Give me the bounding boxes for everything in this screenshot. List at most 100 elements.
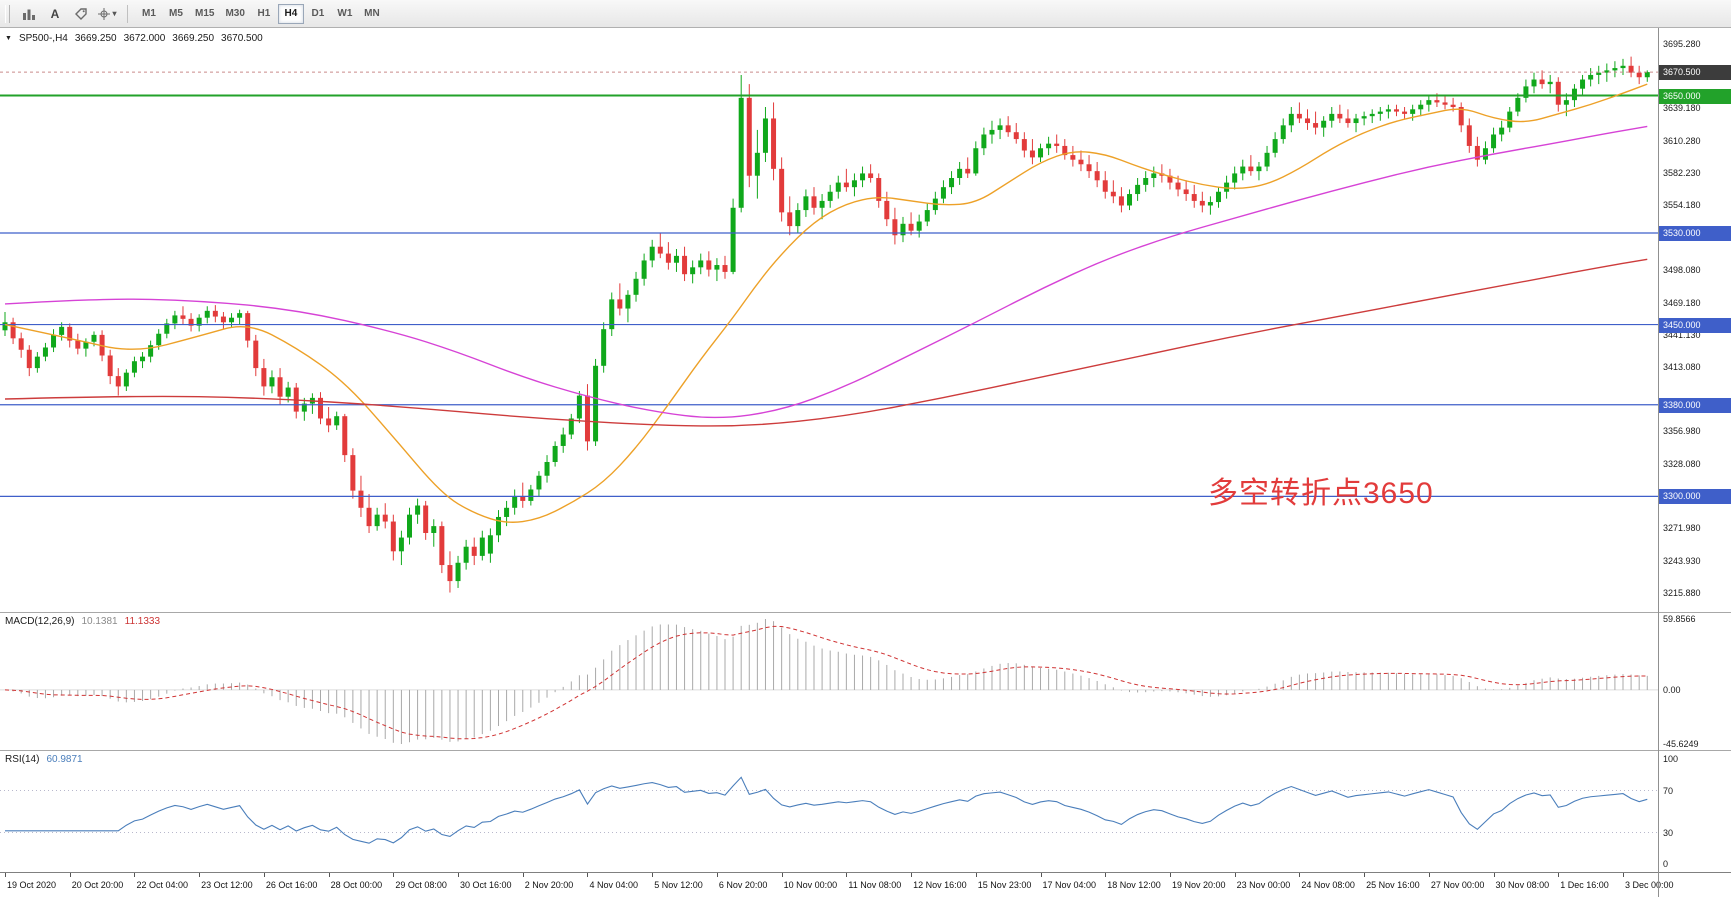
price-tick-label: 3356.980 (1663, 426, 1701, 437)
price-tick-label: 3554.180 (1663, 200, 1701, 211)
rsi-axis[interactable]: 100 70 30 0 (1658, 751, 1731, 872)
time-tick (458, 873, 460, 877)
rsi-name: RSI(14) (5, 754, 40, 765)
rsi-panel-separator[interactable] (0, 750, 1731, 751)
price-level-box: 3670.500 (1658, 65, 1731, 81)
macd-main-value: 10.1381 (81, 616, 118, 627)
macd-axis[interactable]: 59.8566 0.00 -45.6249 (1658, 613, 1731, 750)
rsi-value: 60.9871 (46, 754, 83, 765)
bar-chart-icon (23, 9, 35, 20)
rsi-tick-label: 70 (1663, 785, 1674, 796)
price-level-box: 3650.000 (1658, 88, 1731, 104)
time-tick (1364, 873, 1366, 877)
price-level-box: 3530.000 (1658, 225, 1731, 241)
time-tick (1234, 873, 1236, 877)
text-tool-button[interactable]: A (43, 3, 67, 24)
price-tick-label: 3498.080 (1663, 264, 1701, 275)
price-tick-label: 3413.080 (1663, 361, 1701, 372)
macd-tick-label: -45.6249 (1663, 739, 1699, 749)
time-tick (328, 873, 330, 877)
time-label: 23 Oct 12:00 (201, 880, 253, 890)
main-chart-plot[interactable] (0, 28, 1658, 612)
ohlc-close: 3670.500 (221, 33, 263, 44)
rsi-panel[interactable]: RSI(14) 60.9871 (0, 751, 1658, 872)
price-tick-label: 3469.180 (1663, 297, 1701, 308)
time-label: 19 Oct 2020 (7, 880, 57, 890)
price-tick-label: 3215.880 (1663, 587, 1701, 598)
timeframe-h1[interactable]: H1 (251, 4, 277, 24)
time-tick (393, 873, 395, 877)
chevron-down-icon: ▾ (112, 9, 117, 18)
ohlc-low: 3669.250 (172, 33, 215, 44)
rsi-plot[interactable] (0, 751, 1658, 872)
rsi-label: RSI(14) 60.9871 (5, 754, 83, 765)
macd-panel[interactable]: MACD(12,26,9) 10.1381 11.1333 (0, 613, 1658, 750)
timeframe-m5[interactable]: M5 (163, 4, 189, 24)
timeframe-m15[interactable]: M15 (190, 4, 219, 24)
timeframe-w1[interactable]: W1 (332, 4, 358, 24)
crosshair-icon (98, 7, 111, 20)
price-axis[interactable]: 3695.280 3639.180 3610.280 3582.230 3554.180… (1658, 28, 1731, 612)
price-tick-label: 3271.980 (1663, 523, 1701, 534)
time-tick (1169, 873, 1171, 877)
time-label: 10 Nov 00:00 (783, 880, 838, 890)
price-tick-label: 3639.180 (1663, 102, 1701, 113)
symbol-timeframe-label: SP500-,H4 (18, 33, 68, 44)
time-tick (781, 873, 783, 877)
time-label: 24 Nov 08:00 (1301, 880, 1355, 890)
time-label: 12 Nov 16:00 (913, 880, 967, 890)
price-tick-label: 3243.930 (1663, 555, 1701, 566)
macd-panel-separator[interactable] (0, 612, 1731, 613)
time-tick (911, 873, 913, 877)
chart-annotation-text[interactable]: 多空转折点3650 (1208, 477, 1434, 510)
macd-name: MACD(12,26,9) (5, 616, 75, 627)
time-tick (1623, 873, 1624, 877)
time-label: 25 Nov 16:00 (1366, 880, 1420, 890)
macd-label: MACD(12,26,9) 10.1381 11.1333 (5, 616, 160, 627)
time-tick (975, 873, 977, 877)
time-tick (1558, 873, 1560, 877)
timeframe-m30[interactable]: M30 (220, 4, 249, 24)
macd-tick-label: 59.8566 (1663, 614, 1696, 624)
price-level-box: 3380.000 (1658, 397, 1731, 413)
crosshair-tool-button[interactable]: ▾ (95, 3, 119, 24)
time-label: 18 Nov 12:00 (1107, 880, 1161, 890)
time-label: 17 Nov 04:00 (1042, 880, 1097, 890)
time-tick (199, 873, 201, 877)
axis-separator (1658, 28, 1659, 897)
time-label: 6 Nov 20:00 (718, 880, 768, 890)
time-label: 30 Oct 16:00 (460, 880, 512, 890)
price-level-box: 3450.000 (1658, 317, 1731, 333)
timeframe-m1[interactable]: M1 (136, 4, 162, 24)
timeframe-d1[interactable]: D1 (305, 4, 331, 24)
macd-plot[interactable] (0, 613, 1658, 750)
time-tick (263, 873, 265, 877)
ohlc-high: 3672.000 (123, 33, 166, 44)
time-tick (1428, 873, 1430, 877)
time-axis[interactable]: 19 Oct 2020 20 Oct 20:00 22 Oct 04:00 23 Oc… (0, 872, 1731, 897)
time-tick (522, 873, 524, 877)
timeframe-h4[interactable]: H4 (277, 3, 304, 24)
timeframe-mn[interactable]: MN (359, 4, 385, 24)
toolbar-separator (127, 4, 128, 23)
text-tool-label: A (50, 6, 60, 21)
time-label: 15 Nov 23:00 (977, 880, 1032, 890)
price-tick-label: 3328.080 (1663, 459, 1701, 470)
bar-chart-tool-button[interactable] (17, 3, 41, 24)
toolbar-grip[interactable] (5, 4, 10, 23)
rsi-tick-label: 0 (1663, 859, 1669, 869)
main-chart-panel[interactable]: ▼ SP500-,H4 3669.250 3672.000 3669.250 3… (0, 28, 1658, 612)
price-tag-tool-button[interactable] (69, 3, 93, 24)
collapse-arrow-icon[interactable]: ▼ (5, 35, 12, 42)
macd-signal-value: 11.1333 (124, 616, 161, 627)
timeframe-group: M1 M5 M15 M30 H1 H4 D1 W1 MN (136, 3, 385, 24)
time-tick (134, 873, 136, 877)
time-tick (1040, 873, 1042, 877)
price-tick-label: 3582.230 (1663, 168, 1701, 179)
time-label: 1 Dec 16:00 (1560, 880, 1609, 890)
chart-header: ▼ SP500-,H4 3669.250 3672.000 3669.250 3… (5, 33, 263, 44)
time-label: 30 Nov 08:00 (1495, 880, 1550, 890)
time-label: 11 Nov 08:00 (848, 880, 902, 890)
price-tick-label: 3610.280 (1663, 136, 1701, 147)
